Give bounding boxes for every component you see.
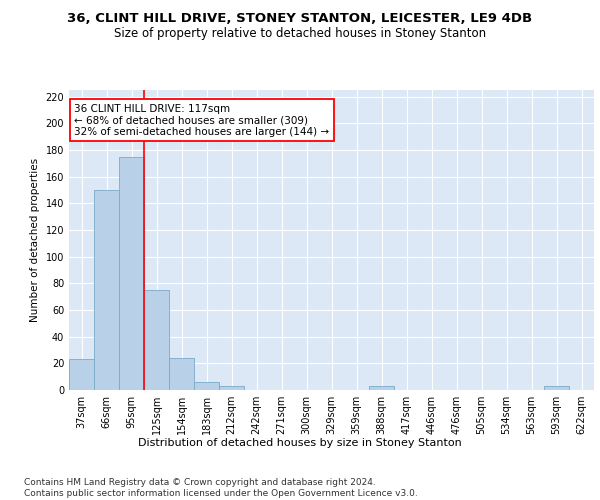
Text: 36, CLINT HILL DRIVE, STONEY STANTON, LEICESTER, LE9 4DB: 36, CLINT HILL DRIVE, STONEY STANTON, LE… xyxy=(67,12,533,26)
Bar xyxy=(94,190,119,390)
Bar xyxy=(219,386,244,390)
Bar xyxy=(169,358,194,390)
Bar xyxy=(144,290,169,390)
Text: Contains HM Land Registry data © Crown copyright and database right 2024.
Contai: Contains HM Land Registry data © Crown c… xyxy=(24,478,418,498)
Bar xyxy=(544,386,569,390)
Y-axis label: Number of detached properties: Number of detached properties xyxy=(30,158,40,322)
Bar xyxy=(119,156,144,390)
Text: Size of property relative to detached houses in Stoney Stanton: Size of property relative to detached ho… xyxy=(114,28,486,40)
Bar xyxy=(369,386,394,390)
Bar xyxy=(194,382,219,390)
Bar xyxy=(69,360,94,390)
Text: Distribution of detached houses by size in Stoney Stanton: Distribution of detached houses by size … xyxy=(138,438,462,448)
Text: 36 CLINT HILL DRIVE: 117sqm
← 68% of detached houses are smaller (309)
32% of se: 36 CLINT HILL DRIVE: 117sqm ← 68% of det… xyxy=(74,104,329,136)
